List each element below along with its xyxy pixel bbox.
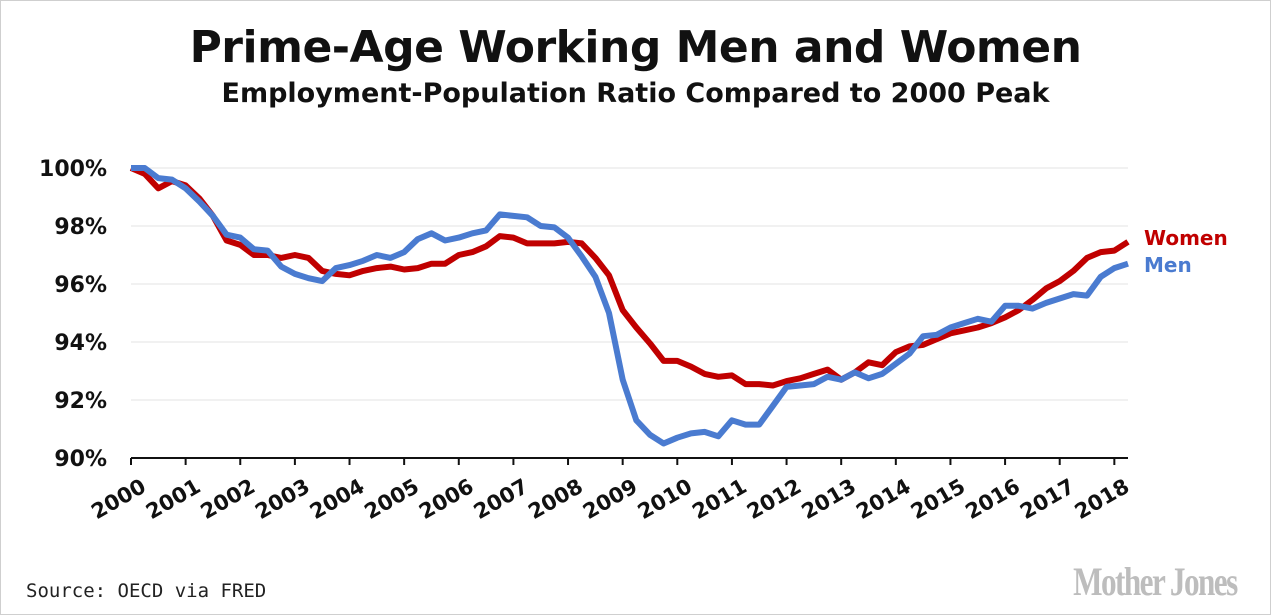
- gridlines: [131, 167, 1128, 459]
- x-tick-label: 2016: [961, 474, 1024, 524]
- x-tick-label: 2005: [360, 474, 423, 524]
- chart-title: Prime-Age Working Men and Women: [189, 22, 1082, 73]
- chart-subtitle: Employment-Population Ratio Compared to …: [221, 78, 1050, 109]
- source-note: Source: OECD via FRED: [26, 580, 267, 602]
- legend-label-men: Men: [1144, 253, 1192, 277]
- x-tick-label: 2015: [907, 474, 970, 524]
- series-lines: [129, 165, 1130, 447]
- x-tick-label: 2003: [251, 474, 314, 524]
- x-tick-label: 2009: [579, 474, 642, 524]
- x-tick-label: 2008: [524, 474, 587, 524]
- y-tick-label: 100%: [39, 157, 107, 182]
- tick-labels: 90%92%94%96%98%100%200020012002200320042…: [39, 157, 1133, 524]
- publisher-logo: Mother Jones: [1073, 559, 1238, 604]
- y-tick-label: 90%: [54, 447, 107, 472]
- legend-label-women: Women: [1144, 226, 1228, 250]
- x-tick-label: 2007: [470, 474, 533, 524]
- y-tick-label: 98%: [54, 215, 107, 240]
- x-tick-label: 2013: [797, 474, 860, 524]
- x-tick-label: 2000: [87, 474, 150, 524]
- series-line-men: [131, 165, 1129, 447]
- x-tick-label: 2010: [634, 474, 697, 524]
- x-tick-label: 2011: [688, 474, 751, 524]
- x-tick-label: 2018: [1071, 474, 1134, 524]
- series-line-women: [129, 165, 1130, 389]
- x-tick-label: 2014: [852, 474, 915, 524]
- x-tick-label: 2006: [415, 474, 478, 524]
- axes: [130, 457, 1128, 465]
- x-tick-label: 2001: [142, 474, 205, 524]
- y-tick-label: 92%: [54, 389, 107, 414]
- y-tick-label: 94%: [54, 331, 107, 356]
- x-tick-label: 2002: [197, 474, 260, 524]
- legend: Women Men: [1144, 226, 1228, 277]
- y-tick-label: 96%: [54, 273, 107, 298]
- x-tick-label: 2017: [1016, 474, 1079, 524]
- x-tick-label: 2004: [306, 474, 369, 524]
- x-tick-label: 2012: [743, 474, 806, 524]
